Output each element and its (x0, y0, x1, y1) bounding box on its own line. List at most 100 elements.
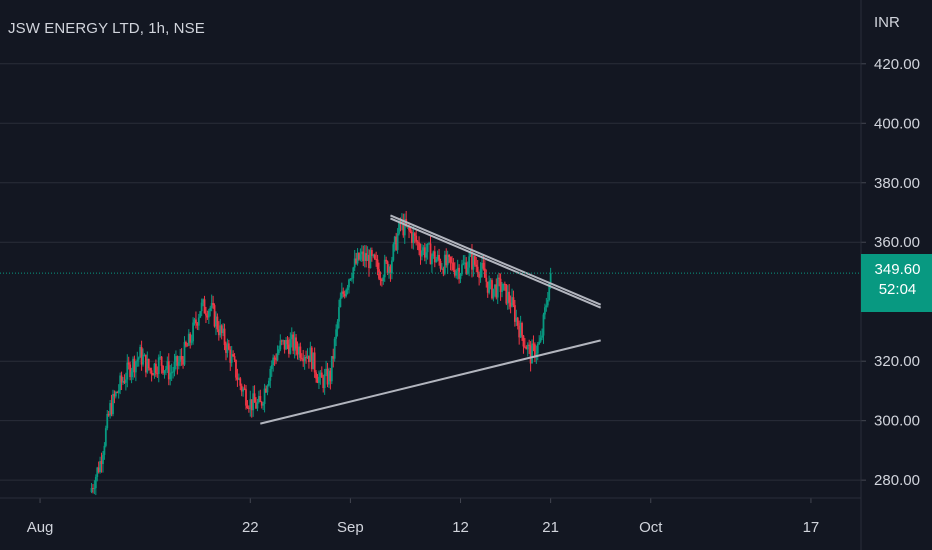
candle-body (186, 345, 189, 347)
candle-body (157, 357, 160, 374)
candle-body (316, 378, 319, 383)
candle-body (369, 250, 372, 269)
candle-body (329, 370, 332, 382)
candle-body (526, 344, 529, 350)
candle-body (542, 314, 545, 336)
candle-body (539, 337, 542, 342)
candle-body (295, 337, 297, 349)
candle-body (265, 388, 267, 393)
candle-body (332, 356, 335, 359)
candle-body (159, 356, 162, 358)
candle-body (328, 370, 330, 385)
candle-body (508, 291, 511, 303)
y-tick-label: 400.00 (874, 115, 920, 132)
x-tick-label: 12 (452, 519, 469, 536)
candle-body (156, 373, 159, 375)
candle-body (143, 354, 146, 357)
candle-body (126, 362, 129, 380)
candle-body (197, 317, 200, 326)
candle-body (442, 268, 445, 274)
last-price-value: 349.60 (874, 261, 921, 278)
candle-body (240, 385, 243, 392)
candle-body (308, 355, 310, 363)
trendline[interactable] (260, 339, 601, 425)
candle-body (209, 307, 212, 311)
y-tick-label: 420.00 (874, 56, 920, 73)
candle-body (263, 388, 266, 404)
candle-body (149, 368, 152, 371)
candle-body (216, 316, 219, 330)
candle-body (299, 346, 302, 358)
candle-body (463, 262, 466, 264)
candle-body (483, 268, 486, 278)
candle-body (382, 277, 385, 282)
candle-body (536, 344, 539, 354)
candle-body (473, 255, 476, 265)
x-tick-label: Oct (639, 519, 663, 536)
trendline[interactable] (390, 214, 602, 306)
candle-body (465, 262, 468, 274)
candle-body (495, 284, 498, 298)
candle-body (355, 258, 358, 264)
candle-body (436, 254, 439, 260)
candle-body (426, 243, 429, 253)
y-tick-label: 360.00 (874, 234, 920, 251)
candle-body (546, 299, 549, 306)
candle-body (383, 259, 386, 278)
candle-body (230, 354, 233, 363)
candle-body (182, 359, 184, 365)
candle-body (486, 281, 489, 293)
candle-body (423, 247, 426, 258)
candle-body (501, 290, 503, 293)
candle-body (342, 291, 345, 294)
candle-body (147, 358, 150, 369)
candle-body (107, 413, 110, 416)
candle-body (120, 375, 123, 383)
candle-body (129, 364, 132, 378)
candle-body (422, 247, 425, 252)
trendline[interactable] (390, 217, 602, 309)
candle-body (267, 380, 270, 386)
candle-body (122, 380, 124, 383)
bar-countdown: 52:04 (878, 281, 917, 298)
candle-body (298, 346, 300, 355)
candle-body (415, 235, 418, 242)
candle-body (469, 252, 472, 257)
candle-body (346, 287, 349, 291)
time-axis[interactable]: Aug 22 Sep 12 21 Oct 17 (0, 497, 861, 536)
candle-body (97, 467, 100, 473)
candle-body (246, 405, 249, 409)
candle-body (438, 254, 440, 261)
chart-title: JSW ENERGY LTD, 1h, NSE (8, 20, 205, 37)
price-axis[interactable]: 420.00 400.00 380.00 360.00 320.00 300.00 280.… (860, 0, 920, 550)
candle-body (283, 340, 286, 350)
candle-body (509, 302, 512, 307)
candle-body (330, 356, 333, 382)
y-tick-label: 380.00 (874, 175, 920, 192)
candle-body (103, 445, 106, 455)
candle-body (388, 266, 390, 274)
candle-body (305, 357, 307, 359)
candle-body (300, 357, 303, 359)
candle-body (525, 346, 528, 350)
candle-body (207, 310, 210, 318)
candle-body (522, 335, 525, 347)
candle-body (134, 361, 137, 373)
candle-body (154, 363, 157, 374)
candle-body (153, 363, 156, 376)
candle-body (269, 368, 272, 381)
candle-body (106, 413, 109, 429)
trendline-drawings[interactable] (260, 214, 602, 425)
candle-body (232, 354, 235, 357)
candle-body (433, 251, 436, 263)
candle-body (102, 454, 104, 465)
candle-body (133, 358, 136, 373)
candle-body (226, 343, 229, 353)
candle-body (289, 339, 292, 354)
candle-body (215, 316, 217, 327)
candle-body (136, 359, 139, 362)
candle-body (94, 476, 97, 489)
candle-body (496, 277, 499, 298)
candle-body (421, 251, 423, 257)
